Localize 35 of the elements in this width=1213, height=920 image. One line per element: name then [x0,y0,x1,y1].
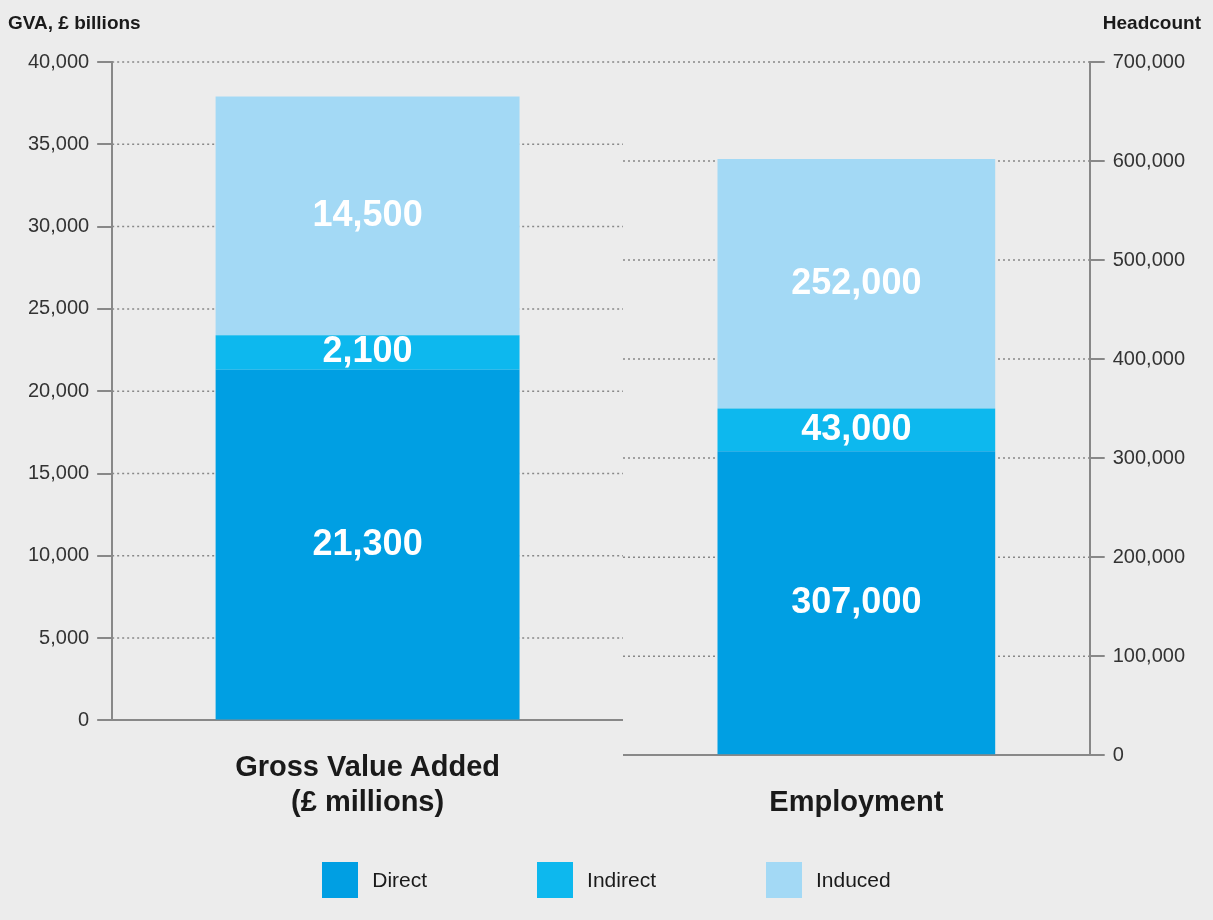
legend-label: Induced [815,868,891,892]
y2-tick-label: 100,000 [1112,643,1185,666]
data-label: 307,000 [791,579,922,621]
legend-label: Direct [372,868,428,892]
bar [215,96,520,336]
data-label: 14,500 [312,192,423,234]
y2-tick-label: 500,000 [1112,247,1185,270]
bar [717,159,996,409]
x-tick-label: Gross Value Added (£ millions) [235,749,501,817]
y2-tick-label: 200,000 [1112,544,1185,567]
legend-label: Indirect [587,868,656,892]
y-tick-label: 30,000 [28,214,90,237]
y-tick-label: 10,000 [28,543,90,566]
y-tick-label: 15,000 [28,461,90,484]
y2-axis-title: Headcount [1102,11,1202,33]
y2-tick-label: 600,000 [1112,148,1185,171]
y-tick-label: 0 [78,707,90,730]
y2-tick-label: 700,000 [1112,49,1185,72]
y2-tick-label: 400,000 [1112,346,1185,369]
y-tick-label: 20,000 [28,378,90,401]
y-tick-label: 35,000 [28,131,90,154]
data-label: 21,300 [312,521,423,563]
x-tick-label: Employment [769,784,944,817]
y2-tick-label: 0 [1112,742,1124,765]
y-tick-label: 40,000 [28,49,90,72]
bar [717,451,996,755]
y-tick-label: 5,000 [39,625,90,648]
bar [215,369,520,720]
data-label: 43,000 [801,406,912,448]
data-label: 252,000 [791,260,922,302]
y-tick-label: 25,000 [28,296,90,319]
data-label: 2,100 [322,329,413,371]
y-axis-title: GVA, £ billions [8,11,141,33]
bar [215,335,520,370]
y2-tick-label: 300,000 [1112,445,1185,468]
